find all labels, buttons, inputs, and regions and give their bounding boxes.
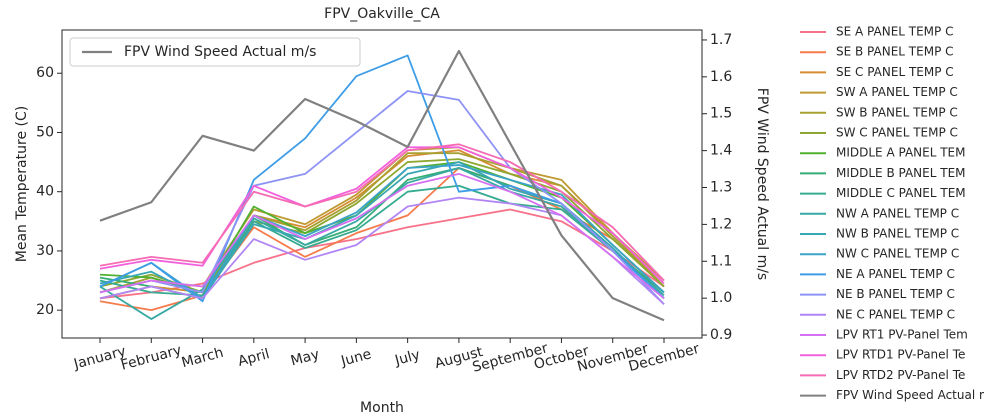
y-tick-label: 30 <box>36 243 54 259</box>
plot-frame <box>61 29 703 339</box>
legend-label: MIDDLE C PANEL TEM <box>836 186 966 200</box>
chart-title: FPV_Oakville_CA <box>324 6 440 22</box>
series-line <box>99 146 665 285</box>
legend-label: LPV RTD1 PV-Panel Te <box>836 348 965 362</box>
legend-label: LPV RTD2 PV-Panel Te <box>836 368 965 382</box>
legend-label: NW A PANEL TEMP C <box>836 206 959 220</box>
y2-tick-label: 1.6 <box>710 69 732 85</box>
series-line <box>99 90 665 305</box>
y-tick-label: 20 <box>36 302 54 318</box>
legend-label: NE B PANEL TEMP C <box>836 287 955 301</box>
x-tick-label: March <box>180 345 225 372</box>
legend-label: MIDDLE B PANEL TEM <box>836 166 966 180</box>
y2-tick-label: 1.7 <box>710 32 732 48</box>
legend-box <box>69 37 361 67</box>
legend-label: SW B PANEL TEMP C <box>836 105 958 119</box>
legend-label: SE A PANEL TEMP C <box>836 25 953 39</box>
series-line <box>99 143 665 282</box>
legend-label: SW C PANEL TEMP C <box>836 126 958 140</box>
legend-label: MIDDLE A PANEL TEM <box>836 146 965 160</box>
y-tick-label: 50 <box>36 124 54 140</box>
y2-tick-label: 1.2 <box>710 216 732 232</box>
x-tick-label: February <box>119 342 183 374</box>
y2-tick-label: 0.9 <box>710 327 732 343</box>
legend-label: NW B PANEL TEMP C <box>836 227 959 241</box>
y2-tick-label: 1.4 <box>710 143 732 159</box>
series-line <box>99 173 665 300</box>
series-line <box>99 161 665 294</box>
x-tick-label: June <box>339 346 374 370</box>
legend-label: FPV Wind Speed Actual m/s <box>124 44 316 60</box>
legend-label: NW C PANEL TEMP C <box>836 247 959 261</box>
legend-label: NE A PANEL TEMP C <box>836 267 955 281</box>
y-axis-label: Mean Temperature (C) <box>14 106 30 262</box>
y2-tick-label: 1.0 <box>710 290 732 306</box>
y2-axis-label: FPV Wind Speed Actual m/s <box>754 88 770 280</box>
y-tick-label: 40 <box>36 184 54 200</box>
legend-label: LPV RT1 PV-Panel Tem <box>836 328 968 342</box>
x-tick-label: May <box>289 347 321 370</box>
y2-tick-label: 1.5 <box>710 106 732 122</box>
series-line <box>99 49 665 322</box>
y2-tick-label: 1.3 <box>710 180 732 196</box>
y-tick-label: 60 <box>36 65 54 81</box>
legend-label: NE C PANEL TEMP C <box>836 307 955 321</box>
x-tick-label: July <box>392 347 421 369</box>
x-tick-label: April <box>236 346 271 370</box>
legend-label: SE B PANEL TEMP C <box>836 45 954 59</box>
x-axis-label: Month <box>360 400 404 416</box>
y2-tick-label: 1.1 <box>710 253 732 269</box>
legend-label: SW A PANEL TEMP C <box>836 85 958 99</box>
legend-label: SE C PANEL TEMP C <box>836 65 954 79</box>
legend-label: FPV Wind Speed Actual m/s <box>836 388 984 402</box>
